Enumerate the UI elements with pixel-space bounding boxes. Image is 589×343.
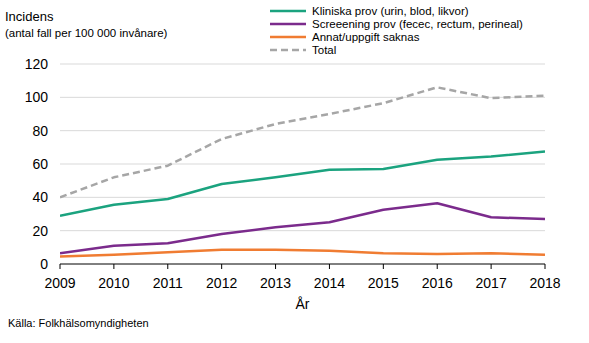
x-tick	[275, 264, 276, 269]
y-tick-label: 100	[25, 89, 49, 105]
x-axis-label: År	[296, 296, 310, 312]
y-axis-label: Incidens	[5, 9, 54, 24]
y-tick-label: 120	[25, 56, 49, 72]
grid-line	[60, 97, 545, 98]
x-tick	[329, 264, 330, 269]
x-tick-label: 2009	[44, 275, 75, 291]
x-tick-label: 2010	[98, 275, 129, 291]
legend-label: Kliniska prov (urin, blod, likvor)	[312, 5, 469, 17]
grid-line	[60, 130, 545, 131]
x-tick-label: 2012	[206, 275, 237, 291]
series-line	[60, 152, 545, 216]
legend-swatch	[270, 49, 306, 52]
grid-line	[60, 230, 545, 231]
series-line	[60, 87, 545, 197]
x-tick	[491, 264, 492, 269]
x-tick-label: 2016	[422, 275, 453, 291]
legend-swatch	[270, 23, 306, 26]
x-tick-label: 2014	[314, 275, 345, 291]
legend-label: Total	[312, 44, 336, 56]
grid-line	[60, 197, 545, 198]
series-line	[60, 250, 545, 257]
x-tick-label: 2011	[153, 275, 183, 291]
y-tick-label: 60	[32, 156, 48, 172]
legend-swatch	[270, 36, 306, 39]
x-tick-label: 2018	[529, 275, 560, 291]
y-tick-label: 20	[32, 223, 48, 239]
x-tick	[437, 264, 438, 269]
source: Källa: Folkhälsomyndigheten	[8, 317, 149, 329]
x-tick	[545, 264, 546, 269]
legend-swatch	[270, 10, 306, 13]
x-tick-label: 2015	[368, 275, 399, 291]
plot-area	[60, 87, 545, 256]
x-tick-label: 2013	[260, 275, 291, 291]
grid-line	[60, 64, 545, 65]
x-tick	[60, 264, 61, 269]
grid-line	[60, 164, 545, 165]
y-tick-label: 40	[32, 189, 48, 205]
series-line	[60, 203, 545, 253]
x-tick	[167, 264, 168, 269]
x-tick	[221, 264, 222, 269]
x-axis	[60, 264, 545, 265]
legend-label: Annat/uppgift saknas	[312, 31, 420, 43]
legend-label: Screeening prov (fecec, rectum, perineal…	[312, 18, 523, 30]
chart: 0 20 40 60 80 100 120 2009 2010 2011 2012 2013 2014 2…	[0, 0, 589, 343]
x-tick-label: 2017	[476, 275, 507, 291]
x-tick	[113, 264, 114, 269]
y-tick-label: 80	[32, 123, 48, 139]
y-axis-label: (antal fall per 100 000 invånare)	[5, 27, 168, 39]
x-tick	[383, 264, 384, 269]
y-tick-label: 0	[40, 256, 48, 272]
